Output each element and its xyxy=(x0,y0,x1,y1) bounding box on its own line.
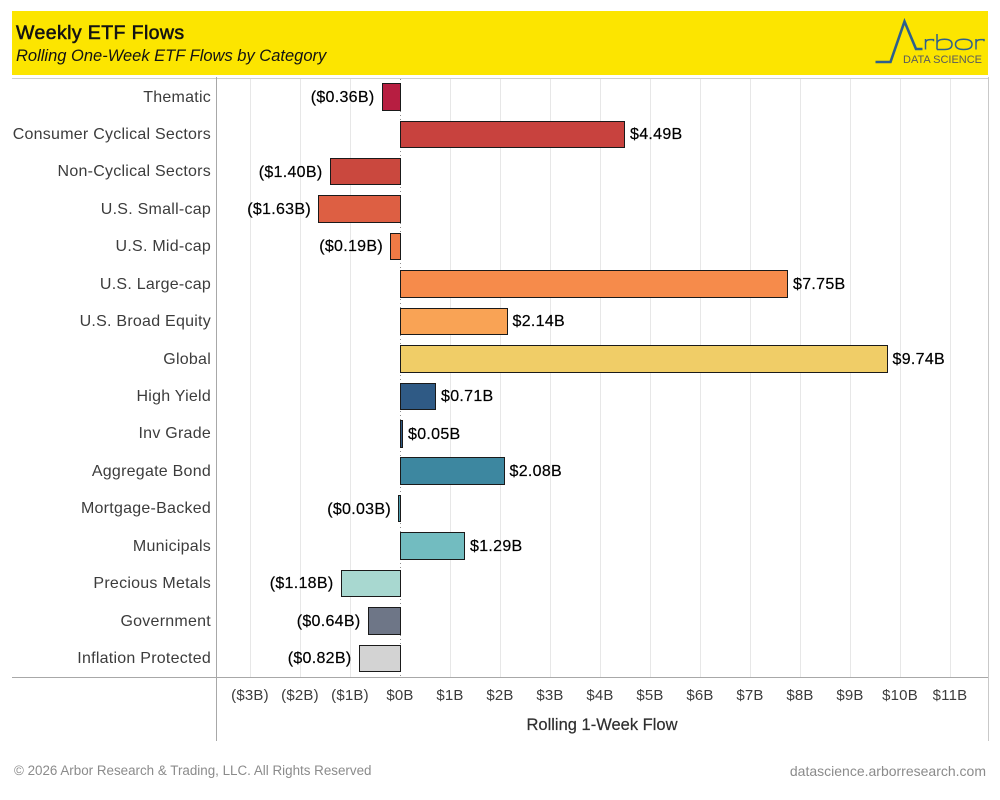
svg-text:DATA SCIENCE: DATA SCIENCE xyxy=(903,54,982,66)
